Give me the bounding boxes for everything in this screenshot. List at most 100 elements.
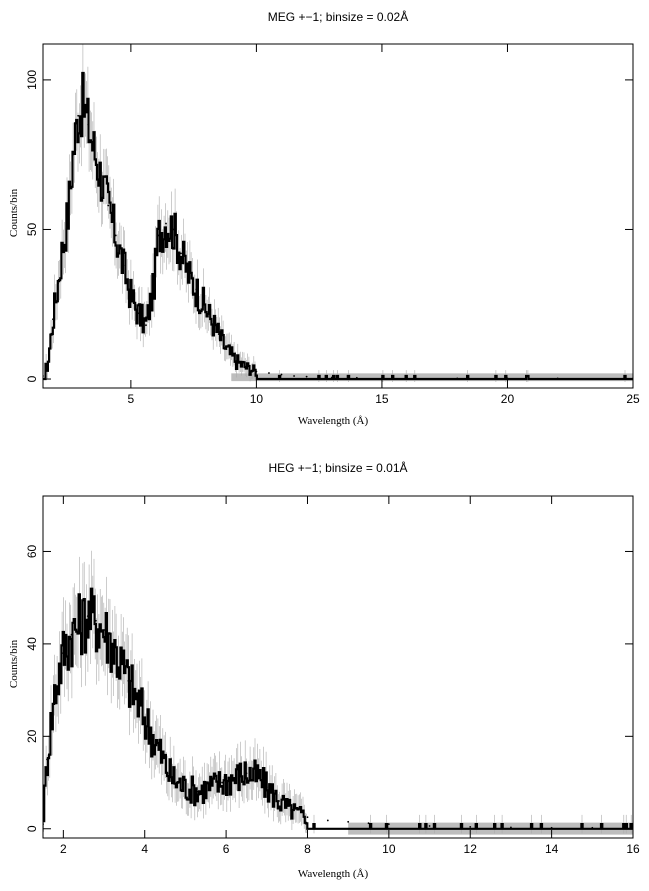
heg-data-point bbox=[78, 624, 81, 627]
meg-data-point bbox=[305, 375, 308, 378]
heg-ylabel: Counts/bin bbox=[8, 639, 20, 688]
meg-data-point bbox=[99, 174, 102, 177]
heg-spectrum-line bbox=[43, 587, 633, 830]
heg-data-point bbox=[245, 772, 248, 775]
meg-frame bbox=[42, 43, 634, 389]
heg-xtick-label: 6 bbox=[223, 842, 230, 856]
heg-data-point bbox=[119, 661, 122, 664]
meg-data-point bbox=[57, 282, 59, 285]
meg-ytick-label: 0 bbox=[25, 375, 39, 382]
heg-title: HEG +−1; binsize = 0.01Å bbox=[268, 460, 407, 475]
heg-xtick-label: 12 bbox=[464, 842, 478, 856]
meg-ytick-label: 50 bbox=[25, 222, 39, 236]
meg-spectrum-line bbox=[43, 71, 633, 381]
heg-data-point bbox=[103, 629, 105, 631]
meg-data-point bbox=[172, 228, 175, 231]
meg-data-point bbox=[210, 318, 213, 321]
meg-data-point bbox=[122, 264, 125, 267]
heg-ytick-label: 60 bbox=[25, 544, 39, 558]
heg-data-point bbox=[54, 689, 57, 692]
meg-data-point bbox=[506, 377, 509, 380]
meg-xtick-label: 10 bbox=[250, 392, 264, 406]
heg-data-point bbox=[306, 816, 309, 819]
heg-ytick-label: 0 bbox=[25, 825, 39, 832]
meg-data-point bbox=[556, 377, 559, 380]
meg-data-point bbox=[82, 102, 85, 105]
heg-data-point bbox=[70, 633, 73, 636]
meg-xtick-label: 25 bbox=[626, 392, 640, 406]
meg-data-point bbox=[62, 243, 64, 246]
heg-panel: HEG +−1; binsize = 0.01Å Counts/bin Wave… bbox=[8, 460, 640, 880]
meg-data-point bbox=[245, 366, 248, 368]
heg-data-point bbox=[151, 735, 154, 738]
meg-ylabel: Counts/bin bbox=[8, 188, 20, 237]
heg-data-point bbox=[160, 753, 162, 756]
meg-data-point bbox=[152, 288, 155, 291]
meg-data-point bbox=[180, 252, 182, 255]
meg-panel: MEG +−1; binsize = 0.02Å Counts/bin Wave… bbox=[8, 9, 640, 427]
heg-data-point bbox=[111, 642, 114, 645]
meg-data-point bbox=[202, 303, 205, 306]
heg-data-point bbox=[591, 826, 594, 829]
meg-data-point bbox=[268, 372, 270, 374]
meg-data-point bbox=[87, 123, 90, 126]
heg-data-point bbox=[367, 822, 370, 825]
heg-data-point bbox=[278, 800, 280, 802]
meg-data-point bbox=[47, 363, 49, 365]
meg-plot-area bbox=[43, 44, 633, 382]
heg-data-point bbox=[208, 786, 211, 789]
heg-xtick-label: 10 bbox=[382, 842, 396, 856]
meg-error-bars bbox=[45, 44, 626, 382]
meg-data-point bbox=[195, 288, 198, 291]
meg-data-point bbox=[165, 222, 167, 225]
heg-data-point bbox=[168, 772, 171, 775]
heg-data-point bbox=[62, 652, 65, 655]
heg-xlabel: Wavelength (Å) bbox=[298, 868, 369, 880]
meg-data-point bbox=[157, 234, 160, 237]
meg-data-point bbox=[67, 213, 70, 216]
heg-xtick-label: 8 bbox=[304, 842, 311, 856]
heg-data-point bbox=[176, 781, 179, 784]
meg-data-point bbox=[235, 360, 238, 362]
heg-data-point bbox=[94, 619, 97, 622]
meg-data-point bbox=[318, 376, 321, 379]
meg-data-point bbox=[225, 348, 228, 351]
heg-data-point bbox=[428, 825, 431, 827]
meg-data-point bbox=[355, 376, 358, 379]
meg-title: MEG +−1; binsize = 0.02Å bbox=[268, 9, 408, 24]
heg-data-point bbox=[196, 790, 199, 793]
heg-data-point bbox=[127, 679, 130, 682]
meg-xtick-label: 20 bbox=[501, 392, 515, 406]
heg-data-point bbox=[143, 716, 146, 719]
heg-xtick-label: 14 bbox=[545, 842, 559, 856]
meg-data-point bbox=[92, 144, 95, 147]
heg-ytick-label: 20 bbox=[25, 729, 39, 743]
meg-data-point bbox=[187, 273, 190, 276]
heg-data-point bbox=[46, 758, 48, 761]
heg-data-point bbox=[221, 781, 223, 784]
meg-data-point bbox=[77, 114, 80, 117]
meg-xtick-label: 5 bbox=[128, 392, 135, 406]
heg-data-point bbox=[265, 786, 268, 789]
heg-data-point bbox=[326, 819, 329, 822]
meg-model-band bbox=[231, 373, 634, 382]
heg-data-point bbox=[387, 823, 390, 826]
meg-data-point bbox=[137, 312, 140, 315]
meg-data-point bbox=[406, 377, 408, 380]
meg-data-point bbox=[255, 370, 258, 373]
meg-data-point bbox=[293, 375, 295, 377]
meg-data-point bbox=[129, 294, 132, 297]
heg-xtick-label: 16 bbox=[626, 842, 640, 856]
meg-data-point bbox=[217, 333, 220, 336]
heg-xtick-label: 4 bbox=[141, 842, 148, 856]
meg-data-point bbox=[52, 318, 54, 321]
meg-data-point bbox=[456, 377, 459, 380]
meg-data-point bbox=[107, 204, 110, 207]
meg-data-point bbox=[145, 324, 147, 327]
heg-xtick-label: 2 bbox=[60, 842, 67, 856]
heg-data-point bbox=[510, 826, 512, 829]
heg-data-point bbox=[257, 777, 260, 779]
meg-ytick-label: 100 bbox=[25, 70, 39, 90]
meg-xlabel: Wavelength (Å) bbox=[298, 415, 369, 427]
